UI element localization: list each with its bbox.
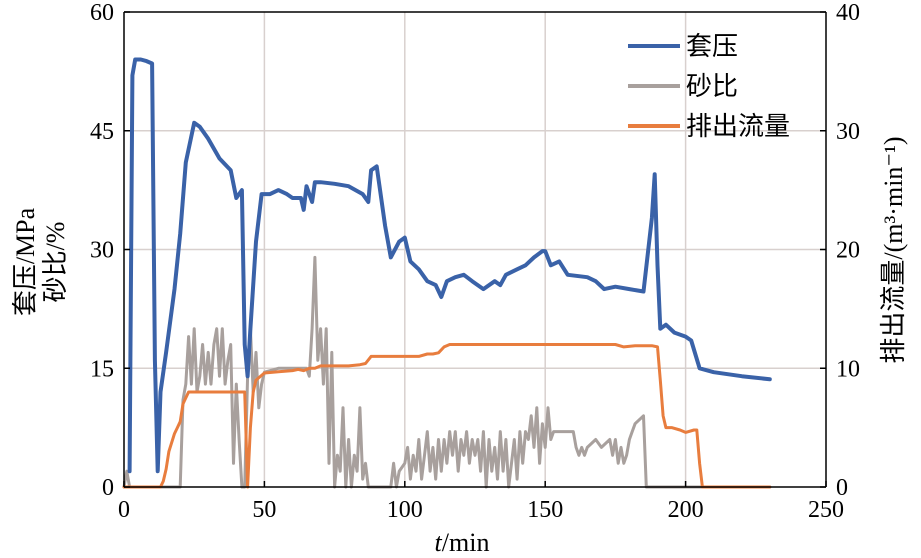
x-axis-label: t/min — [435, 528, 490, 557]
series-layer — [122, 57, 772, 489]
y-left-tick-label-60: 60 — [90, 0, 114, 26]
legend-label-discharge-rate: 排出流量 — [686, 112, 790, 141]
x-tick-label-0: 0 — [118, 497, 130, 523]
y-right-tick-label-30: 30 — [836, 119, 860, 145]
series-line-sand-ratio — [122, 255, 772, 489]
x-tick-label-250: 250 — [808, 497, 844, 523]
x-tick-label-50: 50 — [252, 497, 276, 523]
x-tick-label-200: 200 — [668, 497, 704, 523]
y-left-axis-label-line1: 套压/MPa — [11, 207, 40, 316]
y-left-tick-label-0: 0 — [102, 475, 114, 501]
y-right-tick-label-40: 40 — [836, 0, 860, 26]
y-right-tick-label-20: 20 — [836, 238, 860, 264]
y-right-tick-label-0: 0 — [836, 475, 848, 501]
legend: 套压 砂比 排出流量 — [628, 32, 790, 141]
y-left-tick-label-15: 15 — [90, 356, 114, 382]
y-right-tick-label-10: 10 — [836, 356, 860, 382]
legend-label-sand-ratio: 砂比 — [686, 72, 738, 101]
legend-label-casing-pressure: 套压 — [686, 32, 738, 61]
series-line-discharge-rate — [122, 343, 772, 489]
series-line-casing-pressure — [127, 57, 772, 474]
y-left-axis-label-line2: 砂比/% — [41, 222, 70, 303]
x-tick-label-150: 150 — [527, 497, 563, 523]
y-left-tick-label-30: 30 — [90, 238, 114, 264]
x-tick-label-100: 100 — [387, 497, 423, 523]
y-right-axis-label: 排出流量/(m³·min⁻¹) — [879, 136, 908, 363]
y-left-tick-label-45: 45 — [90, 119, 114, 145]
